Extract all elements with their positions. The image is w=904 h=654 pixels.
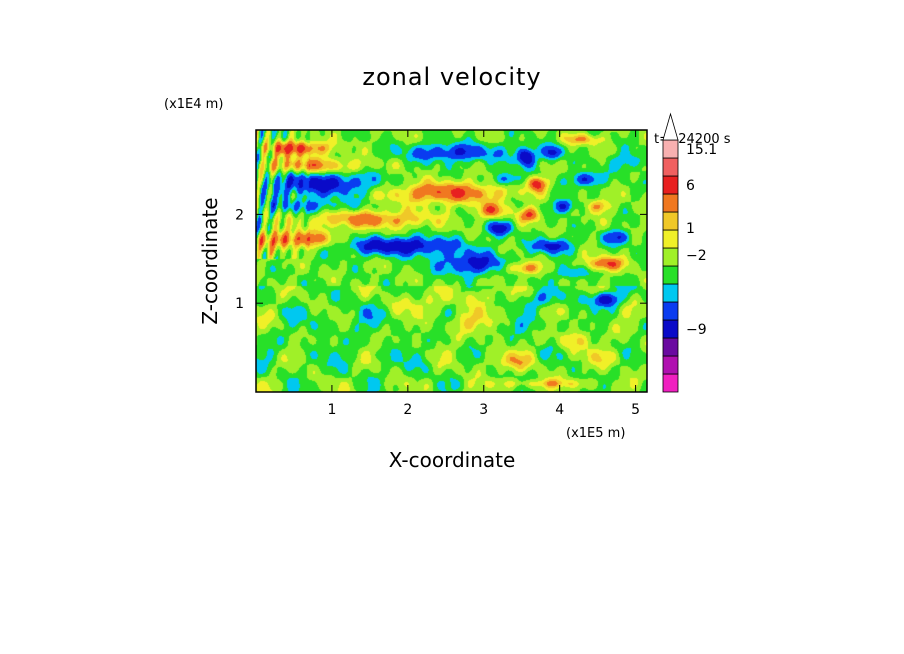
colorbar-tick-label: 15.1 bbox=[686, 142, 717, 158]
colorbar-level bbox=[662, 193, 679, 213]
colorbar-tick-label: 6 bbox=[686, 178, 695, 194]
colorbar-level bbox=[662, 301, 679, 321]
colorbar-level bbox=[662, 265, 679, 285]
y-axis-ticks: 12 bbox=[235, 207, 647, 312]
x-tick-label: 1 bbox=[327, 402, 336, 418]
x-axis-label: X-coordinate bbox=[389, 448, 516, 472]
colorbar-level bbox=[662, 175, 679, 195]
y-multiplier: (x1E4 m) bbox=[164, 97, 223, 112]
colorbar-level bbox=[662, 319, 679, 339]
colorbar-level bbox=[662, 373, 679, 393]
colorbar-tick-label: −2 bbox=[686, 248, 707, 264]
x-tick-label: 4 bbox=[555, 402, 564, 418]
colorbar-level bbox=[662, 355, 679, 375]
colorbar-tick-label: 1 bbox=[686, 221, 695, 237]
x-multiplier: (x1E5 m) bbox=[566, 426, 625, 441]
colorbar-level bbox=[662, 247, 679, 267]
x-tick-label: 3 bbox=[479, 402, 488, 418]
colorbar: 15.1 6 1 −2 −9 bbox=[662, 112, 717, 393]
colorbar-level bbox=[662, 211, 679, 231]
y-axis-label: Z-coordinate bbox=[198, 197, 222, 324]
colorbar-level bbox=[662, 337, 679, 357]
chart-title: zonal velocity bbox=[362, 63, 541, 91]
colorbar-level bbox=[662, 157, 679, 177]
colorbar-level bbox=[662, 283, 679, 303]
colorbar-level bbox=[662, 139, 679, 159]
colorbar-tick-label: −9 bbox=[686, 322, 707, 338]
plot-frame bbox=[255, 129, 648, 393]
colorbar-level bbox=[662, 229, 679, 249]
plot-area bbox=[256, 130, 647, 392]
x-tick-label: 2 bbox=[403, 402, 412, 418]
y-tick-label: 2 bbox=[235, 207, 244, 223]
y-tick-label: 1 bbox=[235, 296, 244, 312]
colorbar-overflow-arrow bbox=[662, 112, 679, 141]
x-tick-label: 5 bbox=[631, 402, 640, 418]
x-axis-ticks: 1 2 3 4 5 bbox=[327, 130, 640, 418]
